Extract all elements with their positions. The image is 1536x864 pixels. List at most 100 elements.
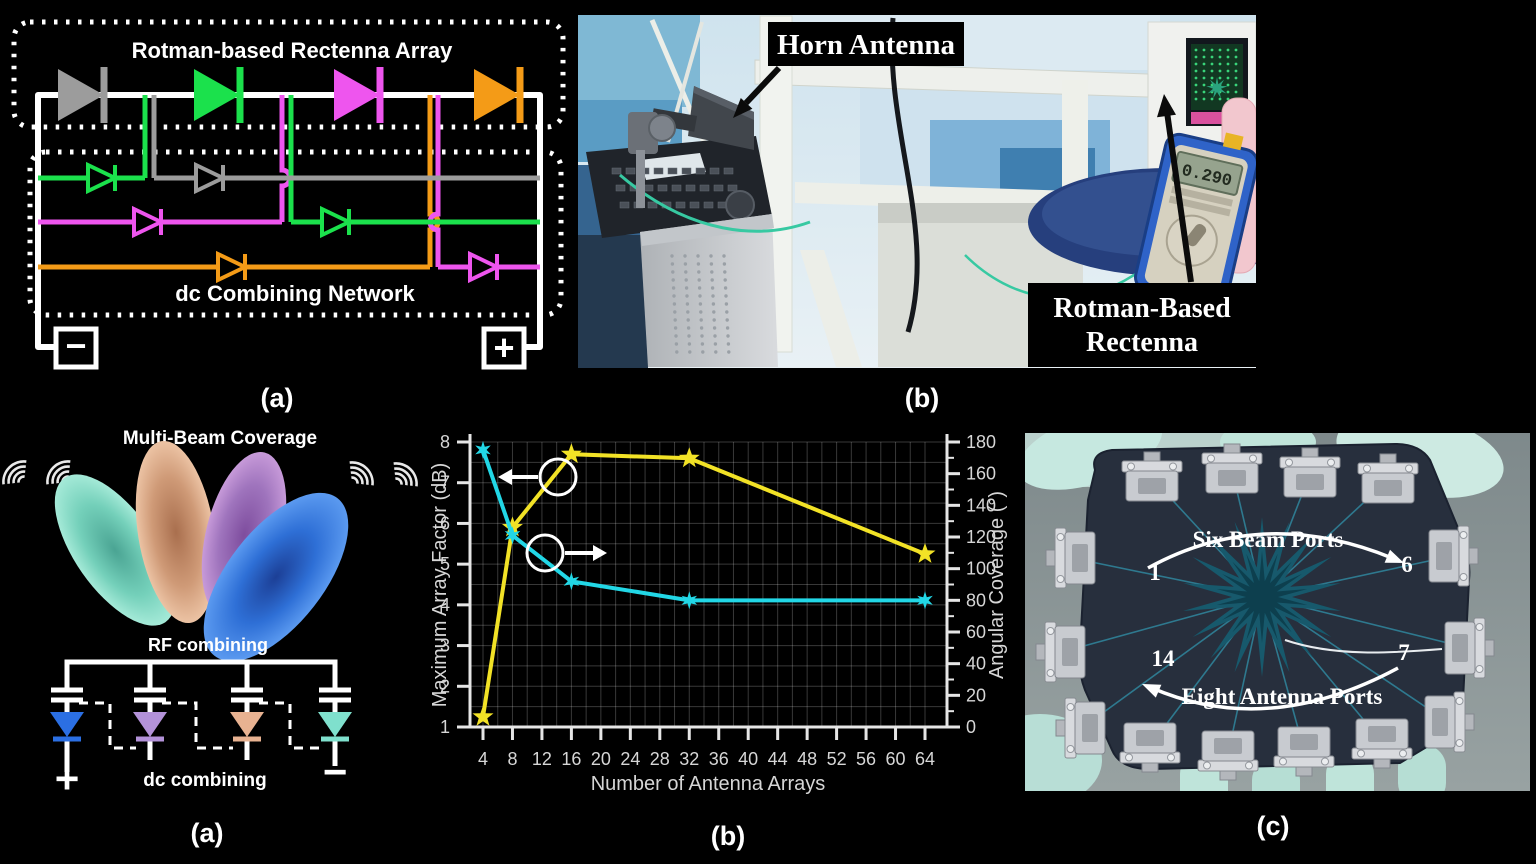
svg-text:60: 60 (966, 622, 986, 642)
dc-diode-gray-icon (194, 163, 225, 193)
svg-text:Angular Coverage (°): Angular Coverage (°) (986, 491, 1008, 679)
caption-chart: (b) (711, 821, 745, 851)
positive-terminal-symbol: + (493, 327, 514, 368)
beam-lobe-tan (135, 440, 217, 624)
multibeam-title: Multi-Beam Coverage (123, 428, 317, 449)
left-axis-indicator-circle (538, 457, 578, 497)
svg-text:3: 3 (440, 636, 450, 656)
svg-text:120: 120 (966, 527, 996, 547)
svg-text:Number of Antenna Arrays: Number of Antenna Arrays (591, 773, 826, 795)
rectenna-label-box (1028, 283, 1256, 367)
svg-text:6: 6 (440, 513, 450, 533)
svg-text:52: 52 (827, 749, 847, 769)
port-number-6: 6 (1401, 552, 1413, 577)
rectenna-array-dotted-box (11, 19, 566, 130)
multimeter: 0.290 (1134, 132, 1256, 308)
horn-label-box (768, 22, 964, 66)
svg-text:8: 8 (440, 432, 450, 452)
chart-plot: 4 8 12 16 20 24 28 32 36 40 44 48 52 56 60 641234567802… (429, 432, 1008, 795)
dc-diode-magenta2-icon (468, 252, 499, 282)
svg-text:32: 32 (679, 749, 699, 769)
rf-bus-and-capacitors (51, 659, 351, 772)
svg-text:2: 2 (440, 676, 450, 696)
dc-network-dotted-box (27, 149, 564, 318)
svg-text:8: 8 (507, 749, 517, 769)
svg-text:100: 100 (966, 559, 996, 579)
wifi-signal-icon (0, 454, 35, 493)
interconnect-verticals (142, 95, 441, 267)
green-cable (619, 173, 811, 233)
svg-text:40: 40 (966, 654, 986, 674)
port-number-14: 14 (1152, 646, 1176, 671)
rectenna-array-title: Rotman-based Rectenna Array (132, 38, 453, 63)
svg-text:24: 24 (620, 749, 640, 769)
dc-diode-purple-icon (133, 712, 167, 737)
chart-axis-annotations (498, 457, 607, 573)
svg-text:1: 1 (440, 717, 450, 737)
caption-multibeam: (a) (191, 818, 224, 848)
svg-text:7: 7 (440, 473, 450, 493)
rectenna-label-line2: Rectenna (1086, 327, 1198, 358)
wifi-signal-icon (385, 456, 424, 495)
svg-text:Maximum Array Factor (dB): Maximum Array Factor (dB) (429, 463, 451, 707)
dc-diode-green-icon (86, 163, 117, 193)
antenna-ports-arrow (1151, 666, 1399, 711)
svg-text:180: 180 (966, 432, 996, 452)
panel-rotman-lens-photo: Six Beam Ports Eight Antenna Ports 1 6 1… (1025, 433, 1530, 841)
panel-measurement-photo: 0.290 Horn Antenna Rotman-Based Rectenna… (578, 15, 1256, 413)
svg-text:140: 140 (966, 495, 996, 515)
beam-lobe-teal (54, 474, 176, 626)
dc-network-title: dc Combining Network (175, 281, 415, 306)
dc-diode-orange-icon (216, 252, 247, 282)
beam-ports-arrow (1147, 532, 1393, 570)
svg-text:80: 80 (966, 590, 986, 610)
dc-diodes (50, 712, 352, 742)
svg-text:28: 28 (650, 749, 670, 769)
horn-pointer-arrow (743, 65, 782, 106)
dc-diode-teal-icon (318, 712, 352, 737)
svg-text:4: 4 (440, 595, 450, 615)
svg-text:20: 20 (591, 749, 611, 769)
horn-antenna (688, 86, 754, 150)
panel-array-factor-chart: 4 8 12 16 20 24 28 32 36 40 44 48 52 56 60 641234567802… (429, 432, 1008, 851)
rectenna-label-line1: Rotman-Based (1053, 293, 1231, 324)
svg-text:60: 60 (886, 749, 906, 769)
wifi-signal-icon (341, 455, 380, 494)
caption-lens: (c) (1257, 811, 1290, 841)
dc-minus-terminal: − (323, 748, 348, 795)
antenna-ports-label: Eight Antenna Ports (1182, 684, 1383, 709)
beam-lobe-blue (203, 492, 349, 662)
panel-rectenna-circuit-diagram: Rotman-based Rectenna Array dc C (11, 19, 566, 413)
dc-diode-blue-icon (50, 712, 84, 737)
svg-text:56: 56 (856, 749, 876, 769)
port-number-7: 7 (1398, 640, 1410, 665)
dc-diode-magenta-icon (132, 207, 163, 237)
svg-text:44: 44 (768, 749, 788, 769)
antenna-diode-magenta-icon (334, 67, 380, 123)
right-axis-indicator-circle (525, 533, 565, 573)
antenna-diode-orange-icon (474, 67, 520, 123)
dc-plus-terminal: + (55, 755, 80, 802)
svg-text:36: 36 (709, 749, 729, 769)
frame-beam (754, 59, 1149, 98)
caption-measurement: (b) (905, 383, 939, 413)
svg-text:64: 64 (915, 749, 935, 769)
antenna-diode-gray-icon (58, 67, 104, 123)
rectenna-pointer-arrow (1164, 111, 1194, 283)
positive-terminal-box (481, 326, 527, 370)
svg-text:16: 16 (561, 749, 581, 769)
dc-diode-green2-icon (320, 207, 351, 237)
dc-diode-tan-icon (230, 712, 264, 737)
caption-circuit: (a) (261, 383, 294, 413)
rf-combining-label: RF combining (148, 635, 268, 655)
negative-terminal-symbol: − (65, 325, 86, 366)
beam-lobes (54, 440, 349, 662)
horn-label: Horn Antenna (777, 29, 956, 61)
svg-text:160: 160 (966, 464, 996, 484)
svg-text:5: 5 (440, 554, 450, 574)
svg-text:48: 48 (797, 749, 817, 769)
svg-text:40: 40 (738, 749, 758, 769)
beam-ports-label: Six Beam Ports (1193, 527, 1344, 552)
